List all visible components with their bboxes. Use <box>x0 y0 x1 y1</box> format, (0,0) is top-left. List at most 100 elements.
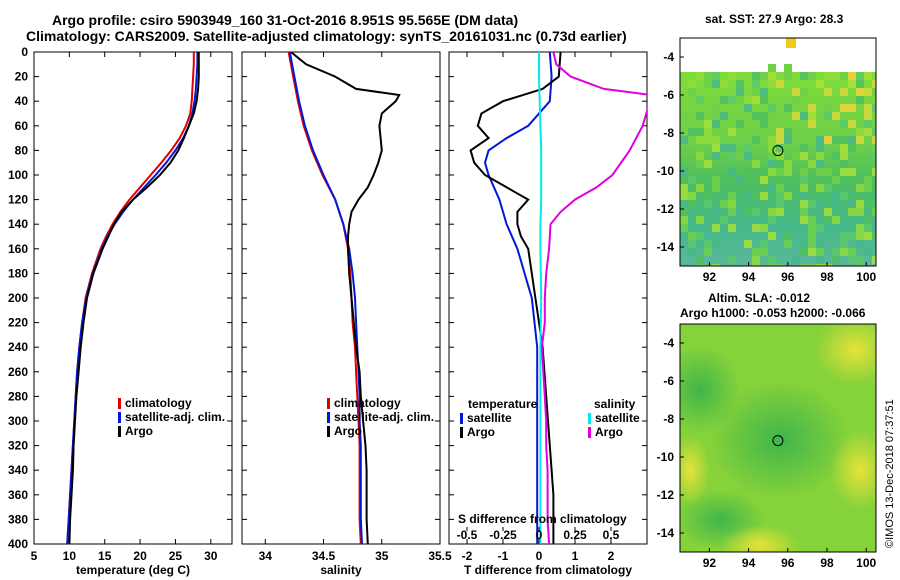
sst-pixel <box>696 72 704 80</box>
difference-series-s-satellite <box>538 52 543 544</box>
sst-pixel <box>856 128 864 136</box>
sst-pixel <box>728 200 736 208</box>
sst-pixel <box>872 88 876 96</box>
sst-pixel <box>832 152 840 160</box>
sst-pixel <box>712 80 720 88</box>
sst-pixel <box>752 256 760 264</box>
sst-pixel <box>800 184 808 192</box>
difference-legend-label: Argo <box>595 425 623 439</box>
difference-xtick-label: 0 <box>536 549 543 563</box>
sst-pixel <box>680 200 688 208</box>
difference-x2tick-label: 0.25 <box>563 528 587 542</box>
difference-legend-label: temperature <box>468 397 538 411</box>
sla-argo-marker <box>772 435 784 447</box>
sst-pixel <box>800 248 808 256</box>
sst-pixel <box>768 104 776 112</box>
sst-pixel <box>696 160 704 168</box>
sst-pixel <box>752 128 760 136</box>
sst-pixel <box>712 264 720 266</box>
sst-pixel <box>776 160 784 168</box>
sst-pixel <box>704 248 712 256</box>
difference-legend-label: salinity <box>594 397 636 411</box>
sst-pixel <box>776 144 784 152</box>
difference-x2tick-label: -0.5 <box>457 528 478 542</box>
sst-pixel <box>744 144 752 152</box>
sst-pixel <box>768 152 776 160</box>
sst-pixel <box>808 160 816 168</box>
sla-map-subtitle: Argo h1000: -0.053 h2000: -0.066 <box>680 306 866 320</box>
temperature-legend-swatch <box>118 398 121 409</box>
sst-pixel <box>840 120 848 128</box>
difference-xtick-label: -2 <box>462 549 473 563</box>
sst-pixel <box>776 136 784 144</box>
sst-pixel <box>776 200 784 208</box>
sla-map-ytick-label: -10 <box>657 450 675 464</box>
sst-pixel <box>824 216 832 224</box>
sst-pixel <box>800 264 808 266</box>
sst-pixel <box>688 248 696 256</box>
sst-pixel <box>848 256 856 264</box>
sst-pixel <box>760 176 768 184</box>
temperature-legend-swatch <box>118 426 121 437</box>
sst-pixel <box>848 104 856 112</box>
sst-pixel <box>856 240 864 248</box>
temperature-xlabel: temperature (deg C) <box>76 563 190 577</box>
sst-pixel <box>752 208 760 216</box>
sst-pixel <box>784 72 792 80</box>
sla-map-xtick-label: 94 <box>742 556 756 570</box>
temperature-xtick-label: 10 <box>63 549 77 563</box>
sst-pixel <box>688 128 696 136</box>
sst-pixel <box>728 208 736 216</box>
sst-pixel <box>856 136 864 144</box>
sst-pixel <box>712 184 720 192</box>
sst-pixel <box>768 208 776 216</box>
sst-pixel <box>792 88 800 96</box>
sst-pixel <box>744 208 752 216</box>
sst-pixel <box>856 256 864 264</box>
temperature-ytick-label: 240 <box>8 340 28 354</box>
sst-pixel <box>864 104 872 112</box>
sst-pixel <box>840 144 848 152</box>
sst-pixel <box>736 176 744 184</box>
sst-pixel <box>816 136 824 144</box>
sst-pixel <box>824 208 832 216</box>
difference-xtick-label: -1 <box>498 549 509 563</box>
sst-pixel <box>856 120 864 128</box>
sst-pixel <box>816 200 824 208</box>
sla-map-ytick-label: -12 <box>657 488 675 502</box>
difference-xtick-label: 2 <box>608 549 615 563</box>
difference-x2label: S difference from climatology <box>458 512 627 526</box>
difference-legend-label: satellite <box>595 411 640 425</box>
temperature-ytick-label: 260 <box>8 365 28 379</box>
salinity-legend-label: Argo <box>334 424 362 438</box>
sst-pixel <box>768 168 776 176</box>
sst-pixel <box>688 80 696 88</box>
sst-pixel <box>784 136 792 144</box>
sst-pixel <box>704 160 712 168</box>
sst-pixel <box>776 192 784 200</box>
sst-pixel <box>736 152 744 160</box>
sst-pixel <box>824 184 832 192</box>
salinity-legend-swatch <box>327 412 330 423</box>
temperature-ytick-label: 160 <box>8 242 28 256</box>
sst-pixel <box>856 96 864 104</box>
temperature-ytick-label: 220 <box>8 316 28 330</box>
sst-pixel <box>808 120 816 128</box>
sst-pixel <box>800 208 808 216</box>
panel-temperature: 5 10 15 20 25 3002040608010012014016018020022… <box>8 45 233 577</box>
sst-pixel <box>744 96 752 104</box>
sst-pixel <box>752 160 760 168</box>
sst-pixel <box>688 240 696 248</box>
salinity-xlabel: salinity <box>320 563 362 577</box>
difference-series-t-satellite <box>483 52 553 544</box>
sst-pixel <box>840 136 848 144</box>
sst-pixel <box>688 176 696 184</box>
sst-pixel <box>792 152 800 160</box>
sst-pixel <box>768 160 776 168</box>
sst-pixel <box>840 88 848 96</box>
sst-pixel <box>768 256 776 264</box>
sst-pixel <box>872 184 876 192</box>
difference-legend-swatch <box>588 427 591 438</box>
sst-map-title: sat. SST: 27.9 Argo: 28.3 <box>705 12 844 26</box>
sst-pixel <box>776 128 784 136</box>
